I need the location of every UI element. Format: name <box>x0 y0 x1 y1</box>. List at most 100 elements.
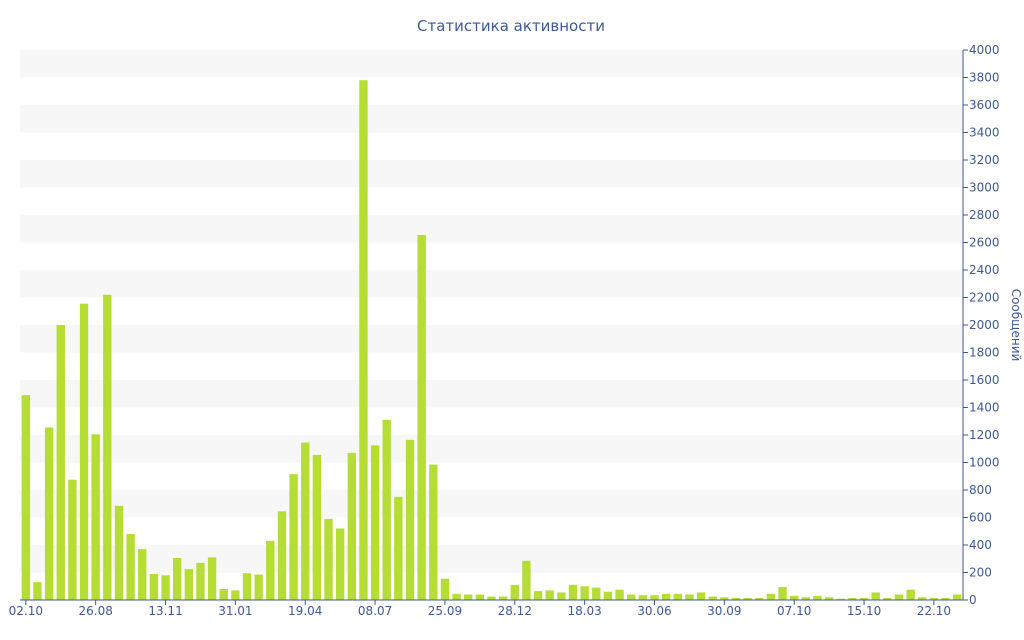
bar <box>813 595 822 601</box>
bar <box>56 325 65 600</box>
bar <box>429 464 438 600</box>
bar <box>929 597 939 600</box>
y-tick-label: 3800 <box>969 71 1000 85</box>
bar <box>370 445 380 600</box>
bar <box>918 597 927 600</box>
bar <box>394 496 403 601</box>
grid-band <box>20 325 963 353</box>
bar <box>324 518 333 601</box>
bar <box>778 586 787 600</box>
y-tick-label: 3600 <box>969 98 1000 112</box>
bar <box>231 590 240 601</box>
bar <box>743 597 752 600</box>
bar <box>196 562 205 601</box>
bar <box>487 596 496 600</box>
bar <box>475 594 485 600</box>
bar <box>568 584 578 601</box>
y-tick-label: 1800 <box>969 346 1000 360</box>
bar <box>452 593 461 600</box>
bar <box>836 598 845 601</box>
bar <box>557 592 566 600</box>
y-axis-label: Сообщений <box>1009 289 1023 362</box>
bar <box>894 594 904 600</box>
bar <box>720 597 729 600</box>
x-tick-label: 07.10 <box>777 604 811 618</box>
x-tick-label: 30.06 <box>637 604 671 618</box>
grid-band <box>20 490 963 518</box>
bar <box>242 573 252 600</box>
y-tick-label: 600 <box>969 511 992 525</box>
bar <box>68 479 77 600</box>
y-tick-label: 2200 <box>969 291 1000 305</box>
bar <box>801 597 811 600</box>
grid-band <box>20 105 963 133</box>
bar <box>627 594 636 600</box>
grid-band <box>20 50 963 78</box>
bar <box>603 591 613 600</box>
bar <box>790 595 799 601</box>
grid-band <box>20 215 963 243</box>
bar <box>440 578 450 600</box>
bar <box>650 595 659 600</box>
bar <box>615 589 624 600</box>
y-tick-label: 2800 <box>969 208 1000 222</box>
bar <box>592 587 601 601</box>
bar <box>464 594 473 600</box>
y-tick-label: 2400 <box>969 263 1000 277</box>
bar <box>219 589 228 600</box>
y-tick-label: 4000 <box>969 43 1000 57</box>
bar <box>347 452 356 601</box>
bar <box>755 597 764 600</box>
x-tick-label: 28.12 <box>498 604 532 618</box>
bar <box>498 596 508 600</box>
bar <box>21 395 31 601</box>
bar <box>766 593 776 600</box>
bar <box>301 442 310 600</box>
x-tick-label: 26.08 <box>78 604 112 618</box>
bar <box>382 419 391 601</box>
bar <box>580 586 589 600</box>
y-tick-label: 3200 <box>969 153 1000 167</box>
grid-band <box>20 435 963 463</box>
bar <box>405 439 415 600</box>
bar <box>638 595 648 600</box>
bar <box>289 474 298 600</box>
x-tick-label: 13.11 <box>148 604 182 618</box>
bar <box>696 592 706 600</box>
bar <box>79 303 89 600</box>
y-tick-label: 200 <box>969 566 992 580</box>
bars-group <box>21 80 962 601</box>
bar <box>417 234 426 600</box>
bar <box>871 592 880 600</box>
bar <box>708 596 717 600</box>
bar <box>731 597 741 600</box>
bar <box>661 593 671 600</box>
y-tick-label: 3400 <box>969 126 1000 140</box>
bar <box>359 80 368 600</box>
bar <box>138 549 147 601</box>
bar <box>126 534 135 600</box>
bar <box>848 597 857 600</box>
bar <box>533 591 543 600</box>
bar <box>149 573 159 601</box>
bar <box>673 593 682 600</box>
x-tick-label: 22.10 <box>917 604 951 618</box>
bar <box>824 597 834 600</box>
y-tick-label: 1600 <box>969 373 1000 387</box>
grid-bands <box>20 50 963 573</box>
x-tick-label: 08.07 <box>358 604 392 618</box>
bar <box>33 582 42 601</box>
bar <box>952 594 962 600</box>
y-axis-ticks: 0 200 400 600 800 1000 1200 1400 1600 1800 2000 220… <box>963 43 1000 607</box>
y-tick-label: 2000 <box>969 318 1000 332</box>
bar <box>172 558 182 600</box>
y-tick-label: 2600 <box>969 236 1000 250</box>
x-tick-label: 30.09 <box>707 604 741 618</box>
bar <box>335 528 345 600</box>
bar <box>277 511 287 600</box>
y-tick-label: 3000 <box>969 181 1000 195</box>
bar <box>44 427 54 600</box>
y-tick-label: 0 <box>969 593 977 607</box>
bar <box>103 294 112 600</box>
